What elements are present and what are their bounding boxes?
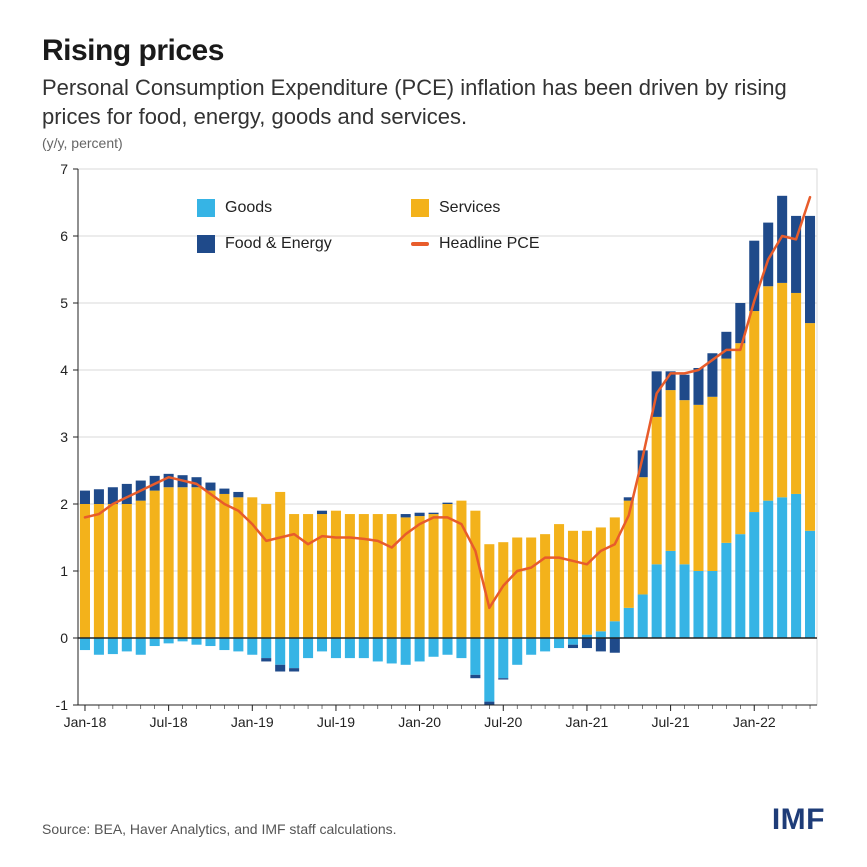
svg-text:7: 7 xyxy=(60,161,68,177)
svg-text:Jan-22: Jan-22 xyxy=(733,714,776,730)
svg-text:Jan-21: Jan-21 xyxy=(566,714,609,730)
legend-item-food-energy: Food & Energy xyxy=(197,235,357,253)
svg-text:Jan-19: Jan-19 xyxy=(231,714,274,730)
svg-text:Jul-20: Jul-20 xyxy=(484,714,522,730)
svg-text:Jul-19: Jul-19 xyxy=(317,714,355,730)
svg-text:2: 2 xyxy=(60,496,68,512)
legend-row: Food & Energy Headline PCE xyxy=(197,235,567,253)
legend-item-services: Services xyxy=(411,199,571,217)
source-note: Source: BEA, Haver Analytics, and IMF st… xyxy=(42,821,397,837)
swatch-food-energy xyxy=(197,235,215,253)
legend-label-services: Services xyxy=(439,199,500,217)
svg-text:Jan-20: Jan-20 xyxy=(398,714,441,730)
y-axis-unit: (y/y, percent) xyxy=(42,135,825,151)
svg-text:5: 5 xyxy=(60,295,68,311)
svg-text:4: 4 xyxy=(60,362,68,378)
chart-footer: Source: BEA, Haver Analytics, and IMF st… xyxy=(42,803,825,837)
legend-row: Goods Services xyxy=(197,199,567,217)
svg-text:6: 6 xyxy=(60,228,68,244)
swatch-goods xyxy=(197,199,215,217)
svg-text:1: 1 xyxy=(60,563,68,579)
legend-item-headline: Headline PCE xyxy=(411,235,571,253)
svg-text:3: 3 xyxy=(60,429,68,445)
chart-subtitle: Personal Consumption Expenditure (PCE) i… xyxy=(42,74,825,131)
brand-logo: IMF xyxy=(772,803,825,837)
svg-text:Jul-21: Jul-21 xyxy=(652,714,690,730)
svg-text:Jan-18: Jan-18 xyxy=(64,714,107,730)
legend-label-goods: Goods xyxy=(225,199,272,217)
svg-text:-1: -1 xyxy=(56,697,69,713)
chart-title: Rising prices xyxy=(42,34,825,68)
svg-text:0: 0 xyxy=(60,630,68,646)
chart-area: -1 0 1 2 3 4 5 6 7 Jan-18 Jul-18 Jan-19 Jul-19 Jan-20… xyxy=(42,159,825,739)
legend-item-goods: Goods xyxy=(197,199,357,217)
legend-label-food-energy: Food & Energy xyxy=(225,235,332,253)
swatch-services xyxy=(411,199,429,217)
legend-label-headline: Headline PCE xyxy=(439,235,540,253)
svg-text:Jul-18: Jul-18 xyxy=(150,714,188,730)
swatch-headline xyxy=(411,242,429,246)
chart-figure: Rising prices Personal Consumption Expen… xyxy=(0,0,867,867)
legend: Goods Services Food & Energy Headline PC… xyxy=(197,199,567,271)
